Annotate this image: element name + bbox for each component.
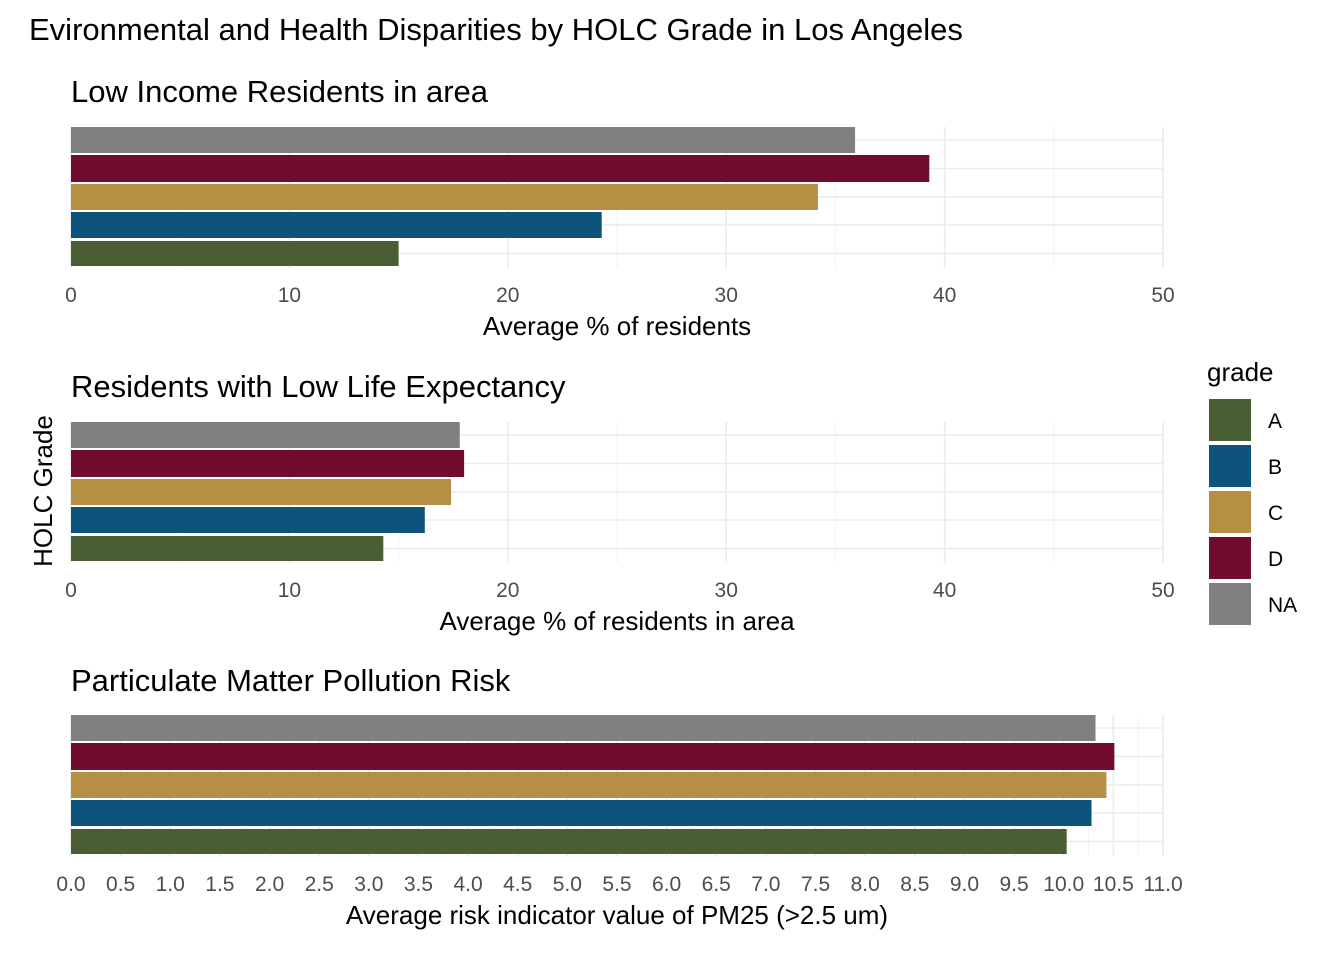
legend-title: grade <box>1207 357 1274 387</box>
x-tick-label: 0.5 <box>106 873 135 896</box>
x-tick-label: 2.0 <box>255 873 284 896</box>
bar-grade-a <box>71 241 399 266</box>
legend-label: A <box>1268 410 1282 433</box>
legend-swatch-c <box>1209 491 1251 533</box>
x-tick-label: 6.0 <box>652 873 681 896</box>
bar-grade-b <box>71 212 602 238</box>
x-tick-label: 5.0 <box>553 873 582 896</box>
bar-grade-na <box>71 422 460 448</box>
bar-grade-na <box>71 715 1096 741</box>
x-tick-label: 50 <box>1151 579 1174 602</box>
x-tick-labels: 0 10 20 30 40 50 <box>65 579 1175 602</box>
x-tick-labels: 0 10 20 30 40 50 <box>65 284 1175 307</box>
legend-swatch-a <box>1209 399 1251 441</box>
main-title: Evironmental and Health Disparities by H… <box>29 12 963 47</box>
x-tick-label: 1.5 <box>205 873 234 896</box>
x-axis-title: Average risk indicator value of PM25 (>2… <box>346 900 888 930</box>
x-axis-title: Average % of residents in area <box>439 606 795 636</box>
legend-label: NA <box>1268 594 1297 617</box>
panel-title: Residents with Low Life Expectancy <box>71 369 566 404</box>
bars <box>71 715 1115 854</box>
bar-grade-d <box>71 743 1115 770</box>
x-tick-label: 10.0 <box>1043 873 1084 896</box>
x-tick-label: 10.5 <box>1093 873 1134 896</box>
bar-grade-c <box>71 772 1107 798</box>
x-tick-label: 40 <box>933 579 956 602</box>
x-tick-label: 0.0 <box>56 873 85 896</box>
x-tick-label: 6.5 <box>702 873 731 896</box>
bar-grade-a <box>71 829 1067 854</box>
chart-panels: Low Income Residents in area 0 10 20 30 40 50 A… <box>56 74 1182 930</box>
x-tick-label: 50 <box>1151 284 1174 307</box>
x-tick-label: 11.0 <box>1143 873 1182 896</box>
x-tick-label: 20 <box>496 284 519 307</box>
x-tick-label: 20 <box>496 579 519 602</box>
x-tick-label: 10 <box>278 579 301 602</box>
bar-grade-na <box>71 127 856 153</box>
panel-2: Residents with Low Life Expectancy 0 10 20 3… <box>65 369 1175 636</box>
x-tick-label: 40 <box>933 284 956 307</box>
legend-swatch-d <box>1209 537 1251 579</box>
legend-swatch-b <box>1209 445 1251 487</box>
bars <box>71 422 465 561</box>
x-tick-label: 7.0 <box>751 873 780 896</box>
panel-1: Low Income Residents in area 0 10 20 30 40 50 A… <box>65 74 1175 341</box>
x-tick-label: 30 <box>715 579 738 602</box>
x-axis-title: Average % of residents <box>483 311 751 341</box>
x-tick-label: 0 <box>65 579 77 602</box>
bar-grade-d <box>71 155 930 182</box>
panel-title: Particulate Matter Pollution Risk <box>71 663 511 698</box>
bar-grade-c <box>71 479 452 505</box>
x-tick-label: 4.5 <box>503 873 532 896</box>
x-tick-label: 10 <box>278 284 301 307</box>
panel-title: Low Income Residents in area <box>71 74 489 109</box>
legend-label: C <box>1268 502 1283 525</box>
bar-grade-c <box>71 184 818 210</box>
bar-grade-b <box>71 507 425 533</box>
legend-label: B <box>1268 456 1282 479</box>
x-tick-label: 3.5 <box>404 873 433 896</box>
bar-grade-b <box>71 800 1092 826</box>
x-tick-label: 0 <box>65 284 77 307</box>
x-tick-label: 3.0 <box>354 873 383 896</box>
legend-swatch-na <box>1209 583 1251 625</box>
x-tick-label: 5.5 <box>602 873 631 896</box>
bar-grade-d <box>71 450 465 477</box>
x-tick-label: 8.5 <box>900 873 929 896</box>
x-tick-labels: 0.0 0.5 1.0 1.5 2.0 2.5 3.0 3.5 4.0 4.5 5.0 5.5 6.0 6… <box>56 873 1182 896</box>
x-tick-label: 9.0 <box>950 873 979 896</box>
bar-grade-a <box>71 536 384 561</box>
x-tick-label: 9.5 <box>999 873 1028 896</box>
x-tick-label: 30 <box>715 284 738 307</box>
panel-3: Particulate Matter Pollution Risk 0.0 0.5 1… <box>56 663 1182 930</box>
x-tick-label: 2.5 <box>305 873 334 896</box>
legend-label: D <box>1268 548 1283 571</box>
bars <box>71 127 930 266</box>
x-tick-label: 8.0 <box>851 873 880 896</box>
y-axis-title: HOLC Grade <box>28 415 58 567</box>
x-tick-label: 4.0 <box>453 873 482 896</box>
x-tick-label: 7.5 <box>801 873 830 896</box>
x-tick-label: 1.0 <box>156 873 185 896</box>
